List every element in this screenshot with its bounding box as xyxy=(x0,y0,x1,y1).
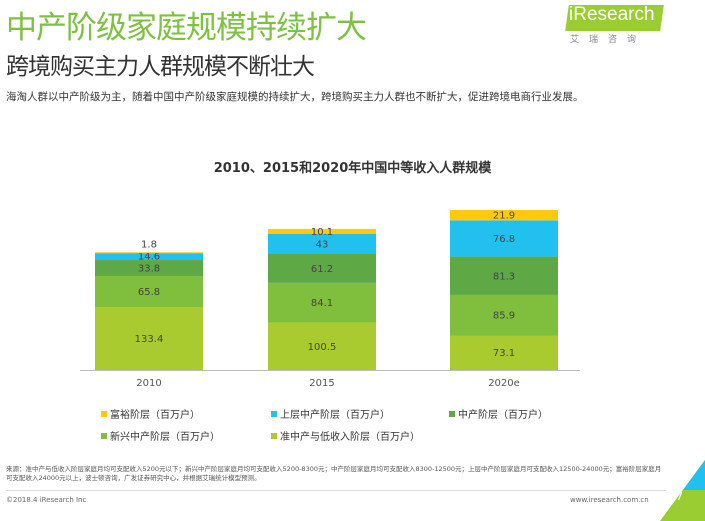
legend-swatch xyxy=(271,410,277,417)
legend-item: 新兴中产阶层（百万户） xyxy=(101,428,220,443)
legend-item: 准中产与低收入阶层（百万户） xyxy=(271,428,420,443)
legend-label: 富裕阶层（百万户） xyxy=(110,410,200,421)
legend-item: 富裕阶层（百万户） xyxy=(101,406,200,421)
data-label: 76.8 xyxy=(493,234,515,245)
bar-segment xyxy=(450,210,558,221)
chart-title: 2010、2015和2020年中国中等收入人群规模 xyxy=(213,161,492,176)
bar-segment xyxy=(450,256,558,295)
logo-subtext: 艾瑞咨询 xyxy=(570,35,647,45)
legend-label: 上层中产阶层（百万户） xyxy=(280,410,390,421)
legend-label: 新兴中产阶层（百万户） xyxy=(110,432,220,443)
page-number: 7 xyxy=(676,490,683,503)
bar-segment xyxy=(95,260,203,276)
x-tick-label: 2020e xyxy=(488,378,520,389)
legend-swatch xyxy=(101,432,107,439)
bar-segment xyxy=(95,275,203,308)
data-label: 100.5 xyxy=(308,342,337,353)
copyright: ©2018.4 iResearch Inc xyxy=(6,496,87,504)
data-label: 84.1 xyxy=(311,298,333,309)
data-label: 14.6 xyxy=(138,252,160,263)
data-label: 81.3 xyxy=(493,271,515,282)
data-label: 73.1 xyxy=(493,348,515,359)
bar-segment xyxy=(268,322,376,370)
bar-segment xyxy=(95,253,203,261)
source-note: 来源：准中产与低收入阶层家庭月均可支配收入5200元以下；新兴中产阶层家庭月均可… xyxy=(6,465,662,482)
bar-segment xyxy=(268,233,376,254)
description: 海淘人群以中产阶级为主，随着中国中产阶级家庭规模的持续扩大，跨境购买主力人群也不… xyxy=(6,91,584,103)
logo-text: iResearch xyxy=(569,4,655,25)
legend-swatch xyxy=(101,410,107,417)
bar-segment xyxy=(450,220,558,257)
bar-segment xyxy=(450,294,558,336)
bar-segment xyxy=(268,282,376,323)
data-label: 85.9 xyxy=(493,311,515,322)
bar-segment xyxy=(268,228,376,234)
data-label: 33.8 xyxy=(138,264,160,275)
page-subtitle: 跨境购买主力人群规模不断壮大 xyxy=(6,54,315,80)
corner-decoration xyxy=(660,460,705,521)
data-label: 61.2 xyxy=(311,264,333,275)
data-label: 1.8 xyxy=(141,240,157,251)
data-label: 43 xyxy=(316,239,329,250)
data-label: 10.1 xyxy=(311,227,333,238)
bar-segment xyxy=(450,335,558,370)
data-label: 21.9 xyxy=(493,211,515,222)
website-url: www.iresearch.com.cn xyxy=(570,496,649,504)
legend-item: 中产阶层（百万户） xyxy=(449,406,548,421)
bar-segment xyxy=(268,253,376,283)
legend-item: 上层中产阶层（百万户） xyxy=(271,406,390,421)
x-tick-label: 2015 xyxy=(309,378,334,389)
data-label: 65.8 xyxy=(138,287,160,298)
legend-swatch xyxy=(449,410,455,417)
bar-segment xyxy=(95,307,203,370)
x-tick-label: 2010 xyxy=(136,378,161,389)
bar-segment xyxy=(95,252,203,254)
legend-label: 准中产与低收入阶层（百万户） xyxy=(280,432,420,443)
footer-divider xyxy=(6,490,666,491)
data-label: 133.4 xyxy=(135,334,164,345)
legend-label: 中产阶层（百万户） xyxy=(458,410,548,421)
legend-swatch xyxy=(271,432,277,439)
page-title: 中产阶级家庭规模持续扩大 xyxy=(6,10,367,46)
stacked-bar-chart: 133.4 65.8 33.814.61.8 2010 100.5 84.1 61.2 431… xyxy=(80,210,580,389)
